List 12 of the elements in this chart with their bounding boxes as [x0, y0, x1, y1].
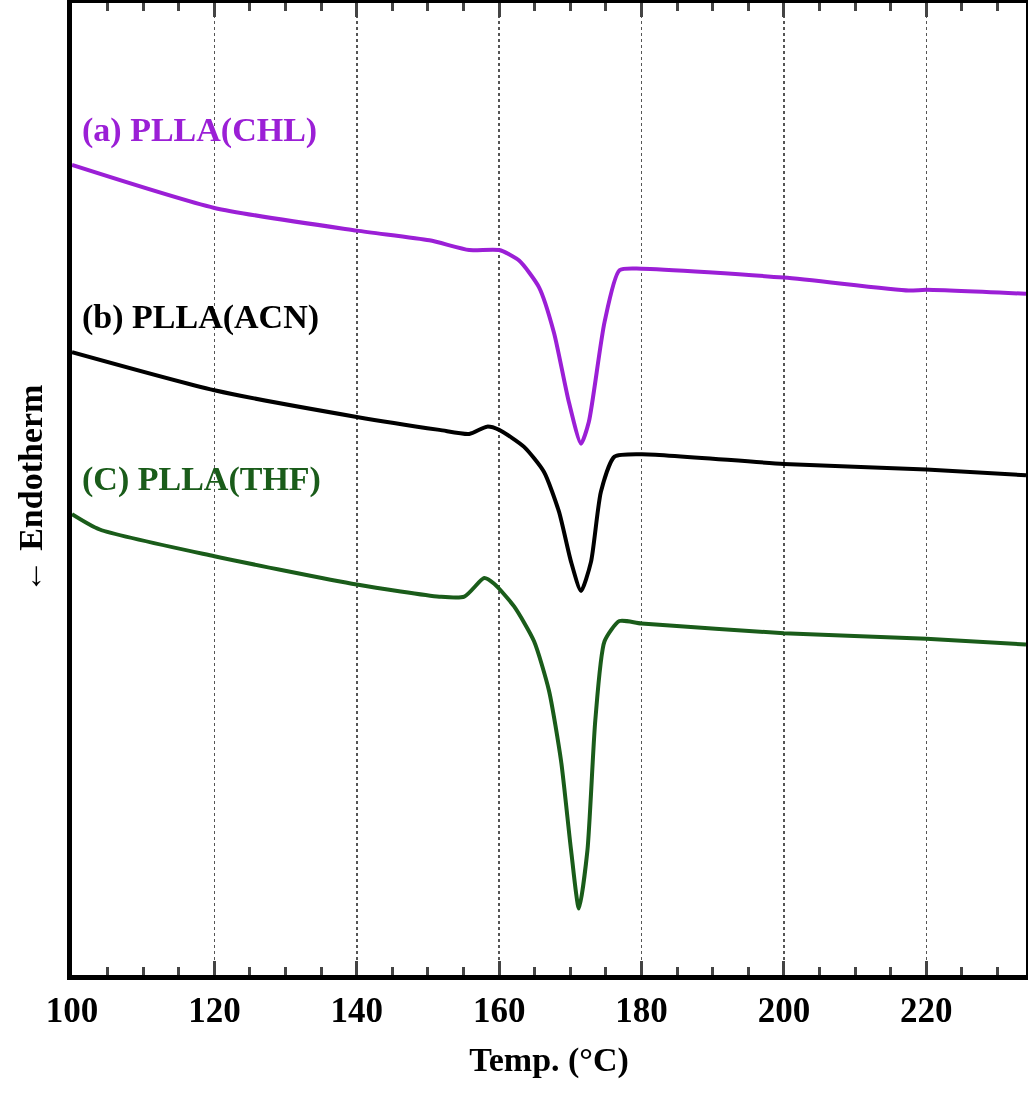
y-axis-title: ← Endotherm: [11, 384, 49, 594]
x-axis-title: Temp. (°C): [469, 1041, 629, 1080]
x-tick-label: 220: [900, 991, 953, 1030]
x-tick-label: 100: [45, 991, 99, 1030]
x-tick-label: 160: [472, 991, 526, 1030]
x-tick-label: 140: [330, 991, 384, 1030]
x-tick-label: 200: [757, 991, 811, 1030]
x-tick-label: 120: [188, 991, 241, 1030]
series-label: (a) PLLA(CHL): [82, 111, 318, 149]
series-label: (b) PLLA(ACN): [82, 298, 320, 336]
x-tick-label: 180: [615, 991, 668, 1030]
series-label: (C) PLLA(THF): [82, 460, 321, 498]
